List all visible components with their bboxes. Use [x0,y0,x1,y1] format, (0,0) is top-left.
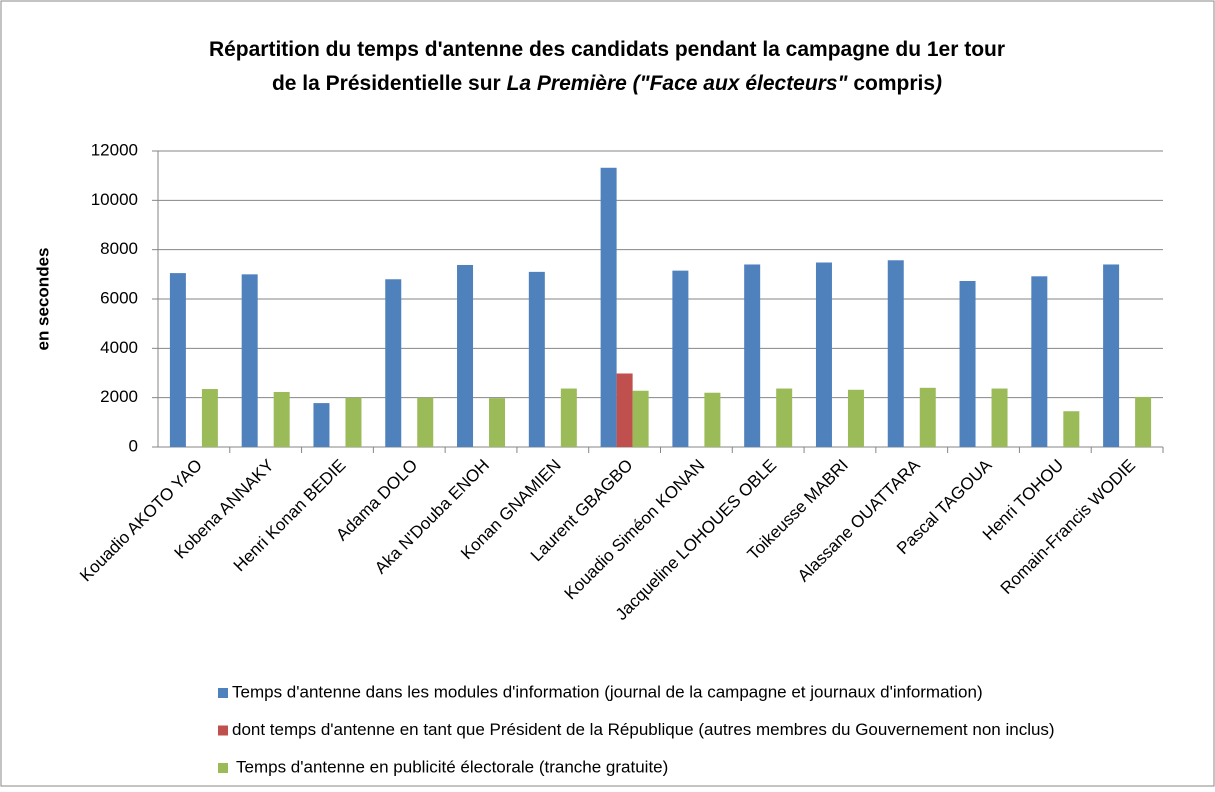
legend-label: Temps d'antenne dans les modules d'infor… [232,682,983,701]
bar [457,264,474,447]
bar [241,274,258,447]
title-part: de la Présidentielle sur [272,72,507,95]
bar [417,397,434,447]
chart-title: de la Présidentielle sur La Première ("F… [272,72,942,95]
bar [385,279,402,447]
bar [991,388,1008,447]
legend-label: Temps d'antenne en publicité électorale … [236,757,668,776]
bar [1031,276,1048,447]
bar [959,280,976,447]
legend-label: dont temps d'antenne en tant que Préside… [232,720,1055,739]
bar [201,389,218,447]
bar [887,260,904,447]
y-tick-label: 4000 [100,338,138,357]
y-tick-label: 8000 [100,239,138,258]
bar [345,397,362,447]
title-part: La Première ("Face aux électeurs" [507,72,849,95]
legend-swatch [218,763,228,773]
title-part: compris [848,72,936,95]
legend-swatch [218,688,228,698]
bar [704,392,721,447]
bar [919,387,936,447]
title-part: Répartition du temps d'antenne des candi… [209,38,1005,61]
bar [616,373,633,447]
title-part: ) [933,72,942,95]
legend-swatch [218,725,228,736]
bar [600,167,617,448]
y-axis-label: en secondes [33,248,52,351]
y-tick-label: 0 [129,436,138,455]
y-tick-label: 10000 [91,190,138,209]
bar [632,390,649,447]
bar [273,391,290,447]
bar [1063,411,1080,447]
bar [560,388,577,447]
bar [847,389,864,447]
bar [744,264,761,447]
bar [169,273,186,447]
y-tick-label: 12000 [91,140,138,159]
bar [672,270,689,447]
bar [1135,396,1152,447]
bar [528,271,545,447]
bar [489,398,506,447]
chart-title: Répartition du temps d'antenne des candi… [209,38,1005,61]
bar [1103,264,1120,447]
y-tick-label: 6000 [100,288,138,307]
bar [776,388,793,447]
y-tick-label: 2000 [100,387,138,406]
bar [815,262,832,447]
bar [313,403,330,447]
